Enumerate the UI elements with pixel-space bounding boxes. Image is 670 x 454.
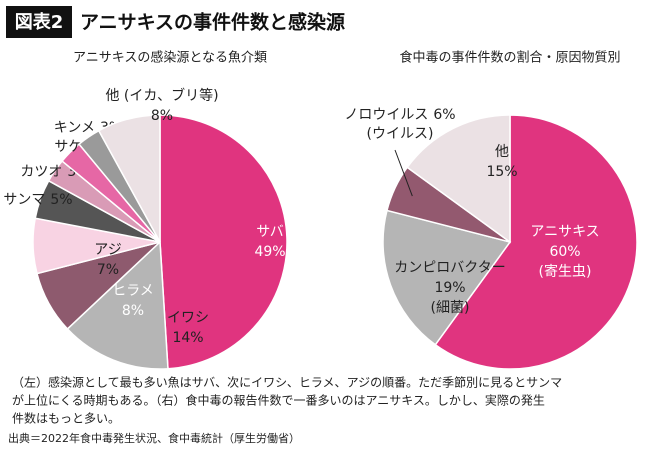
pie-slice [159,114,288,370]
category-label: イワシ [167,310,209,326]
badge-box [6,6,72,38]
title: アニサキスの事件件数と感染源 [80,11,345,34]
value-label: 14% [172,330,203,346]
pie-slice [382,209,512,346]
chart-title: アニサキスの感染源となる魚介類 [73,50,267,66]
category-label: ノロウイルス [344,107,428,123]
caption-line: 件数はもっと多い。 [12,411,120,426]
badge: 図表2 [15,11,64,33]
category-label: サケ [54,139,82,155]
note-label: (ウイルス) [367,126,434,142]
leader-line [394,149,413,197]
category-label: アジ [94,242,121,258]
value-label: 8% [151,108,173,124]
value-label: 15% [486,164,517,180]
source: 出典＝2022年食中毒発生状況、食中毒統計（厚生労働省） [8,431,300,445]
value-label: 5% [50,192,72,208]
value-label: 49% [254,244,285,260]
pie-slice [97,114,161,243]
category-label: アニサキス [530,224,599,240]
category-label: キンメ [54,120,95,136]
value-label: 8% [122,303,144,319]
pie-slice [66,240,169,370]
pie-slice [434,114,638,370]
category-label: カンピロバクター [394,260,505,276]
value-label: 60% [549,244,580,260]
slice-label: ノロウイルス 6% [344,107,455,123]
value-label: 7% [97,262,119,278]
caption-line: が上位にくる時期もある。（右）食中毒の報告件数で一番多いのはアニサキス。しかし、… [12,393,545,408]
chart-title: 食中毒の事件件数の割合・原因物質別 [399,50,620,66]
category-label: ヒラメ [112,283,154,299]
note-label: (寄生虫) [539,263,592,280]
category-label: サンマ [3,192,45,208]
category-label: 他 [495,144,509,160]
slice-label: サンマ 5% [3,192,72,208]
category-label: 他 (イカ、ブリ等) [105,87,218,104]
note-label: (細菌) [431,300,470,316]
category-label: サバ [256,224,283,240]
category-label: カツオ [20,164,62,180]
pie-slice [406,114,511,244]
caption-line: （左）感染源として最も多い魚はサバ、次にイワシ、ヒラメ、アジの順番。ただ季節別に… [12,375,562,390]
value-label: 19% [434,280,465,296]
value-label: 6% [433,107,455,123]
